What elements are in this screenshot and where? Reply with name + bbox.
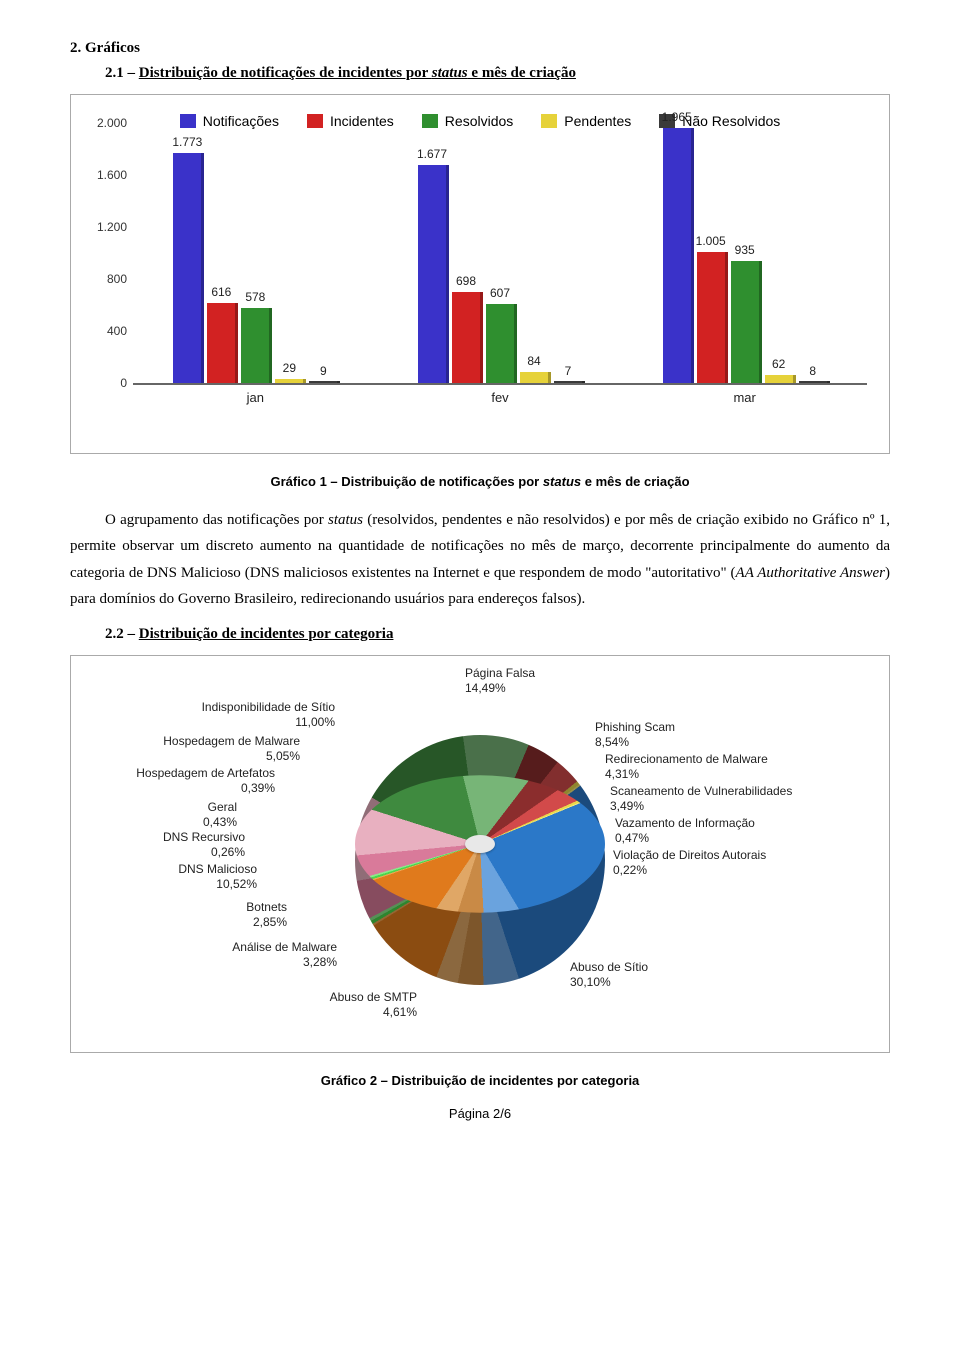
pie-label: Redirecionamento de Malware4,31% xyxy=(605,752,768,782)
figure2-caption: Gráfico 2 – Distribuição de incidentes p… xyxy=(70,1073,890,1088)
pie-chart: Página Falsa14,49% Phishing Scam8,54%Redi… xyxy=(75,662,885,1042)
pie-label: Página Falsa14,49% xyxy=(465,666,535,696)
sub2-text: Distribuição de incidentes por categoria xyxy=(139,626,394,642)
pie-label: Scaneamento de Vulnerabilidades3,49% xyxy=(610,784,792,814)
bar xyxy=(486,304,517,383)
sub2-prefix: 2.2 – xyxy=(105,626,139,642)
pie-wrap xyxy=(355,719,605,969)
pie-label: DNS Malicioso10,52% xyxy=(178,862,257,892)
bar xyxy=(697,252,728,383)
bar-value-label: 7 xyxy=(538,364,598,378)
fig1-tail: e mês de criação xyxy=(581,474,689,489)
bar-plot-area: 04008001.2001.6002.000jan1.773616578299f… xyxy=(133,123,867,385)
ytick: 0 xyxy=(87,376,127,390)
xlabel: mar xyxy=(733,390,755,405)
bar-value-label: 607 xyxy=(470,286,530,300)
p-i2: AA Authoritative Answer xyxy=(736,565,885,581)
bar-value-label: 1.773 xyxy=(157,135,217,149)
pie-label: Hospedagem de Artefatos0,39% xyxy=(136,766,275,796)
ytick: 1.600 xyxy=(87,168,127,182)
ytick: 2.000 xyxy=(87,116,127,130)
pie-label: Violação de Direitos Autorais0,22% xyxy=(613,848,766,878)
pie-label: Análise de Malware3,28% xyxy=(232,940,337,970)
bar xyxy=(207,303,238,383)
sub1-italic: status xyxy=(432,65,468,81)
bar-value-label: 1.677 xyxy=(402,147,462,161)
xlabel: jan xyxy=(247,390,264,405)
section-heading: 2. Gráficos xyxy=(70,40,890,57)
bar-value-label: 8 xyxy=(783,364,843,378)
bar xyxy=(452,292,483,383)
bar xyxy=(554,381,585,383)
pie-chart-frame: Página Falsa14,49% Phishing Scam8,54%Redi… xyxy=(70,655,890,1053)
pie-hub xyxy=(465,835,495,853)
bar xyxy=(309,381,340,383)
figure1-caption: Gráfico 1 – Distribuição de notificações… xyxy=(70,474,890,489)
fig1-prefix: Gráfico 1 – Distribuição de notificações… xyxy=(270,474,542,489)
page-footer: Página 2/6 xyxy=(70,1106,890,1121)
pie-label: DNS Recursivo0,26% xyxy=(163,830,245,860)
pie-label: Geral0,43% xyxy=(203,800,237,830)
paragraph-1: O agrupamento das notificações por statu… xyxy=(70,507,890,612)
pie-label: Phishing Scam8,54% xyxy=(595,720,675,750)
fig1-italic: status xyxy=(543,474,581,489)
sub1-text: Distribuição de notificações de incident… xyxy=(139,65,432,81)
sub1-prefix: 2.1 – xyxy=(105,65,139,81)
subsection-heading-2: 2.2 – Distribuição de incidentes por cat… xyxy=(105,626,890,643)
pie-label: Abuso de SMTP4,61% xyxy=(330,990,417,1020)
pie-label: Hospedagem de Malware5,05% xyxy=(163,734,300,764)
sub1-tail: e mês de criação xyxy=(468,65,576,81)
ytick: 800 xyxy=(87,272,127,286)
subsection-heading-1: 2.1 – Distribuição de notificações de in… xyxy=(105,65,890,82)
bar-value-label: 578 xyxy=(225,290,285,304)
ytick: 400 xyxy=(87,324,127,338)
bar-value-label: 1.965 xyxy=(647,110,707,124)
bar-chart-frame: 04008001.2001.6002.000jan1.773616578299f… xyxy=(70,94,890,454)
bar xyxy=(275,379,306,383)
bar xyxy=(799,381,830,383)
bar-chart: 04008001.2001.6002.000jan1.773616578299f… xyxy=(83,113,877,443)
bar-value-label: 935 xyxy=(715,243,775,257)
p-i1: status xyxy=(328,512,363,528)
pie-label: Abuso de Sítio30,10% xyxy=(570,960,648,990)
pie-label: Botnets2,85% xyxy=(246,900,287,930)
bar-value-label: 9 xyxy=(293,364,353,378)
bar xyxy=(173,153,204,383)
xlabel: fev xyxy=(491,390,508,405)
pie-label: Indisponibilidade de Sítio11,00% xyxy=(202,700,335,730)
bar xyxy=(663,128,694,383)
pie-label: Vazamento de Informação0,47% xyxy=(615,816,755,846)
ytick: 1.200 xyxy=(87,220,127,234)
p-sp1: O agrupamento das notificações por xyxy=(105,512,328,528)
